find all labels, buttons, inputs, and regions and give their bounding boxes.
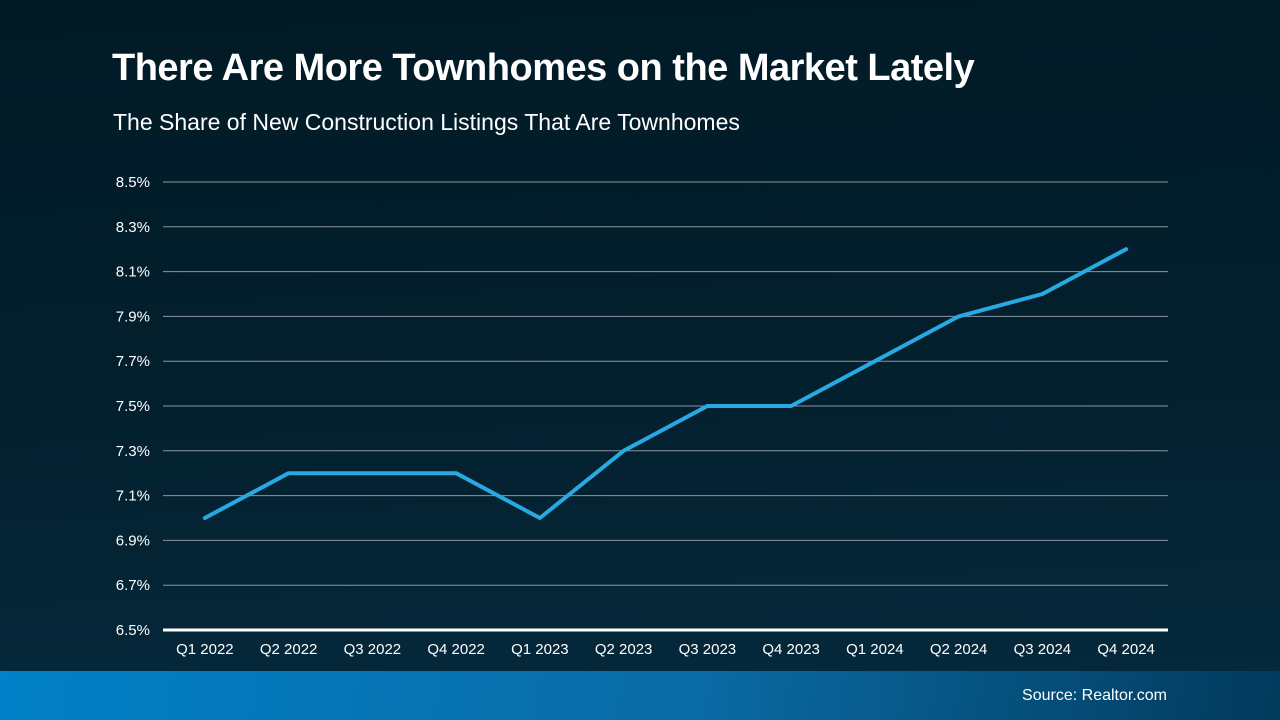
x-tick-label: Q2 2022 (260, 641, 318, 658)
chart-title: There Are More Townhomes on the Market L… (112, 47, 975, 89)
x-tick-label: Q4 2024 (1097, 641, 1155, 658)
y-tick-label: 6.9% (116, 532, 150, 549)
y-tick-label: 8.1% (116, 264, 150, 281)
y-tick-label: 8.5% (116, 174, 150, 191)
x-tick-label: Q3 2024 (1014, 641, 1072, 658)
y-tick-label: 6.7% (116, 577, 150, 594)
x-tick-label: Q2 2024 (930, 641, 988, 658)
x-tick-label: Q1 2023 (511, 641, 569, 658)
x-tick-label: Q1 2022 (176, 641, 234, 658)
x-tick-label: Q3 2023 (679, 641, 737, 658)
x-tick-label: Q2 2023 (595, 641, 653, 658)
y-tick-label: 8.3% (116, 219, 150, 236)
y-tick-label: 7.9% (116, 308, 150, 325)
chart-subtitle: The Share of New Construction Listings T… (113, 109, 740, 135)
y-tick-label: 7.1% (116, 488, 150, 505)
x-tick-label: Q4 2023 (762, 641, 820, 658)
y-tick-label: 7.7% (116, 353, 150, 370)
y-tick-label: 7.3% (116, 443, 150, 460)
x-tick-label: Q1 2024 (846, 641, 904, 658)
data-series-line (202, 247, 1129, 520)
source-credit: Source: Realtor.com (1022, 686, 1167, 704)
x-tick-label: Q4 2022 (427, 641, 485, 658)
y-tick-label: 7.5% (116, 398, 150, 415)
x-tick-label: Q3 2022 (344, 641, 402, 658)
footer-bar: Source: Realtor.com (0, 671, 1280, 720)
y-tick-label: 6.5% (116, 622, 150, 639)
